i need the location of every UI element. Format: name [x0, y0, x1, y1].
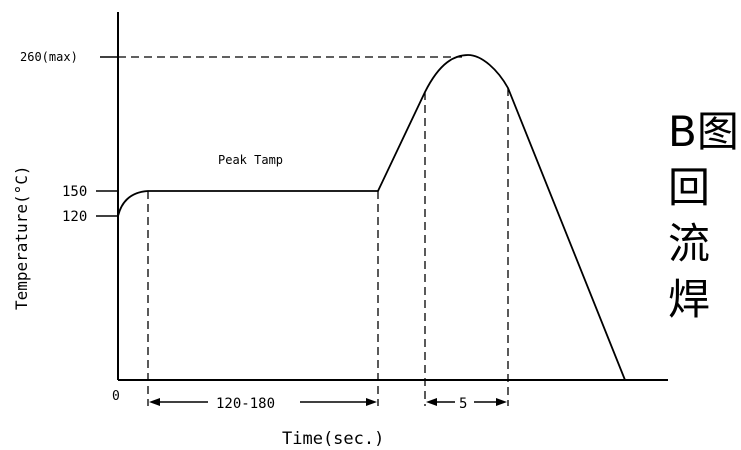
y-tick-label-260: 260(max): [20, 50, 78, 64]
dimension-label-peak: 5: [459, 396, 467, 412]
y-axis-title: Temperature(°C): [12, 166, 31, 311]
origin-label: 0: [112, 389, 120, 404]
y-tick-label-120: 120: [62, 209, 87, 225]
y-tick-label-150: 150: [62, 184, 87, 200]
x-axis-title: Time(sec.): [282, 429, 384, 449]
dimension-label-plateau: 120-180: [216, 396, 275, 412]
guide-lines: [118, 56, 509, 406]
side-title-line: 回: [668, 163, 711, 212]
dimension-peak: [426, 398, 507, 406]
temperature-curve: [117, 54, 626, 381]
side-title-line: 流: [668, 219, 711, 268]
side-title-line: 焊: [668, 275, 711, 324]
side-title-line: B图: [668, 107, 739, 156]
side-title: B图 回 流 焊: [668, 104, 741, 328]
dimension-plateau: [149, 398, 377, 406]
plateau-label: Peak Tamp: [218, 153, 283, 167]
